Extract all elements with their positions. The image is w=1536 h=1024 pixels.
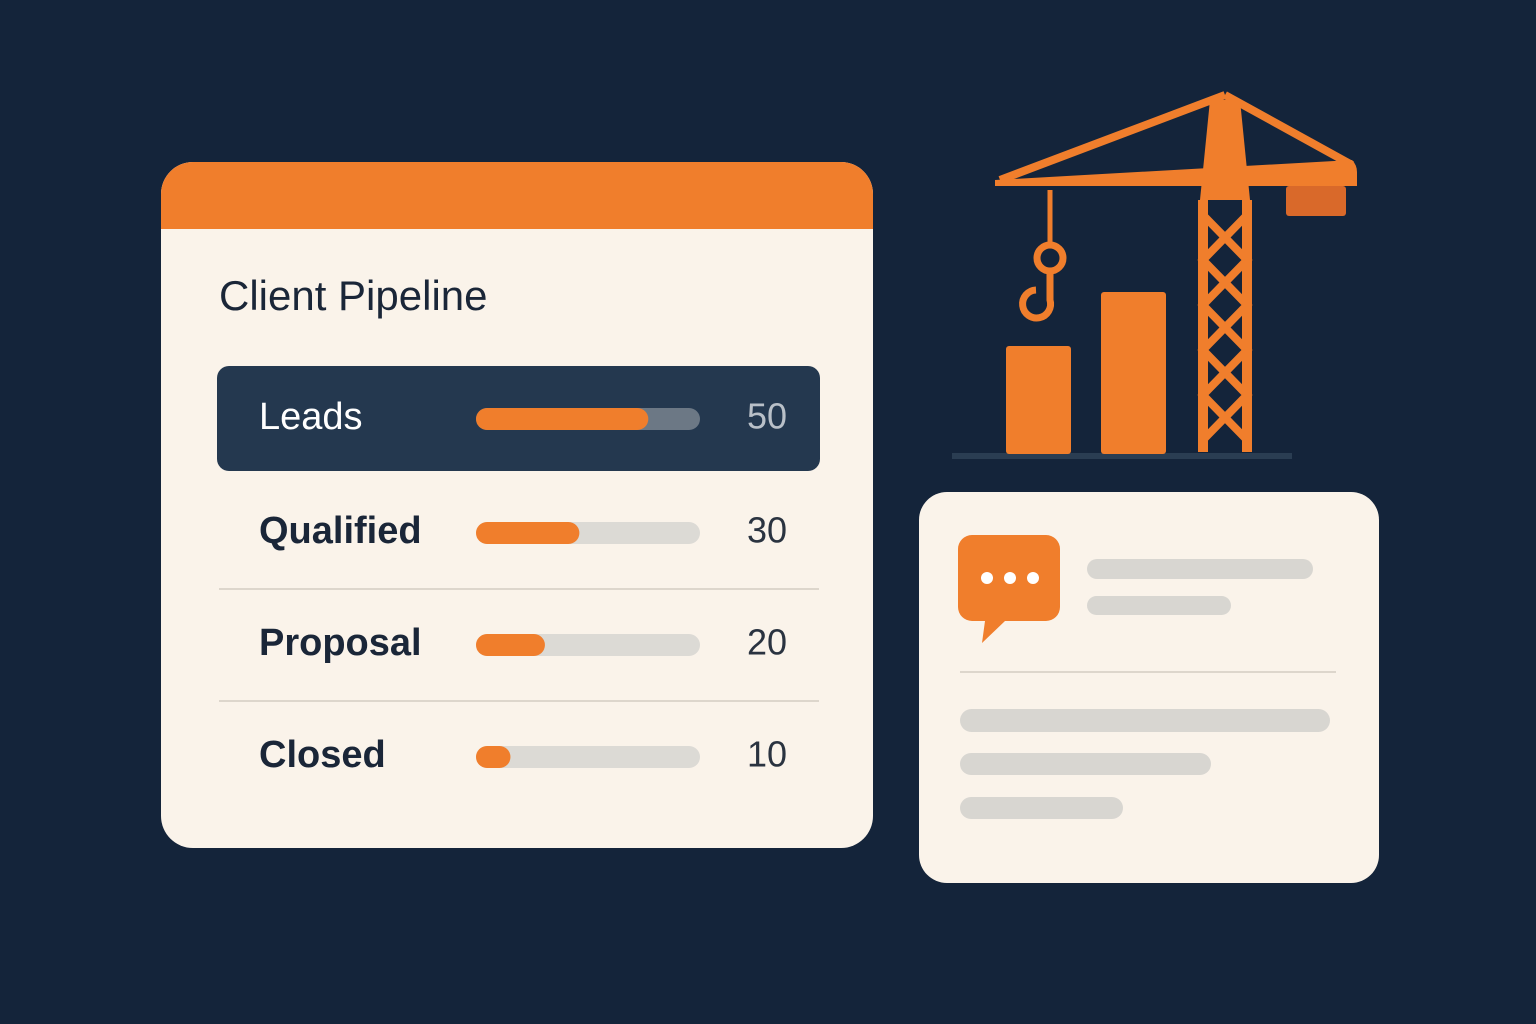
row-value: 20 — [747, 622, 787, 663]
crane — [998, 91, 1354, 452]
counterweight — [1286, 186, 1346, 216]
progress-bar — [476, 634, 545, 656]
row-label: Leads — [259, 396, 363, 438]
row-value: 10 — [747, 734, 787, 775]
placeholder-line — [1087, 596, 1231, 615]
chat-dot — [981, 572, 993, 584]
row-label: Qualified — [259, 510, 422, 552]
chat-dot — [1004, 572, 1016, 584]
chat-dot — [1027, 572, 1039, 584]
progress-track — [476, 746, 700, 768]
crane-jib — [995, 160, 1357, 186]
placeholder-line — [1087, 559, 1313, 579]
row-value: 30 — [747, 510, 787, 551]
icon-bar — [1006, 346, 1071, 454]
icon-bar — [1101, 292, 1166, 454]
placeholder-line — [960, 753, 1211, 775]
row-label: Closed — [259, 734, 386, 776]
progress-bar — [476, 408, 649, 430]
card-header — [161, 162, 873, 229]
row-label: Proposal — [259, 622, 422, 664]
progress-bar — [476, 746, 511, 768]
placeholder-line — [960, 709, 1330, 732]
placeholder-line — [960, 797, 1123, 819]
pipeline-card: Client Pipeline — [161, 162, 873, 848]
progress-bar — [476, 522, 580, 544]
pipeline-rows: Leads 50 Qualified 30 Proposal 20 Closed 10 — [259, 396, 787, 777]
chat-icon — [958, 535, 1060, 643]
card-title: Client Pipeline — [219, 272, 488, 319]
message-card — [919, 492, 1379, 883]
row-value: 50 — [747, 396, 787, 437]
card-body — [161, 162, 873, 848]
crane-illustration — [952, 91, 1357, 459]
